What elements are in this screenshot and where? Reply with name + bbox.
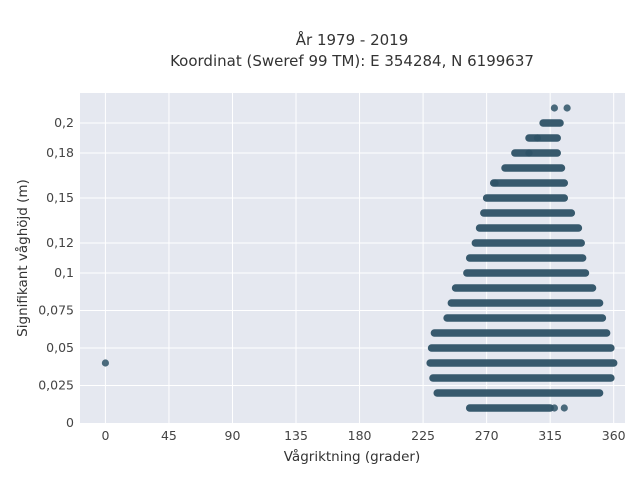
- x-axis-ticks: 0 45 90 135 180 225 270 315 360: [101, 428, 625, 443]
- data-point: [101, 359, 110, 367]
- y-axis-label: Signifikant våghöjd (m): [14, 179, 31, 337]
- data-point: [491, 179, 499, 187]
- data-point: [525, 149, 533, 157]
- x-tick-label: 315: [538, 428, 562, 443]
- x-tick-label: 0: [101, 428, 109, 443]
- x-tick-label: 180: [348, 428, 372, 443]
- y-tick-label: 0,075: [38, 303, 74, 318]
- data-point: [560, 404, 568, 412]
- x-axis-label: Vågriktning (grader): [284, 448, 421, 465]
- chart-title-line2: Koordinat (Sweref 99 TM): E 354284, N 61…: [170, 52, 534, 70]
- x-tick-label: 360: [602, 428, 626, 443]
- y-tick-label: 0,18: [46, 145, 74, 160]
- y-tick-label: 0,2: [54, 115, 74, 130]
- y-tick-label: 0,025: [38, 378, 74, 393]
- y-tick-label: 0,05: [46, 340, 74, 355]
- chart-title-line1: År 1979 - 2019: [296, 30, 409, 49]
- data-point: [550, 404, 559, 412]
- y-tick-label: 0: [66, 415, 74, 430]
- data-point: [563, 104, 571, 112]
- y-tick-label: 0,1: [54, 265, 74, 280]
- y-tick-label: 0,15: [46, 190, 74, 205]
- x-tick-label: 90: [225, 428, 241, 443]
- y-tick-label: 0,12: [46, 235, 74, 250]
- x-tick-label: 270: [475, 428, 499, 443]
- x-tick-label: 45: [161, 428, 177, 443]
- data-point: [533, 134, 542, 142]
- x-tick-label: 135: [284, 428, 308, 443]
- data-points: [101, 104, 618, 412]
- data-point: [550, 104, 559, 112]
- y-axis-ticks: 0 0,025 0,05 0,075 0,1 0,12 0,15 0,18 0,2: [38, 115, 74, 430]
- x-tick-label: 225: [411, 428, 435, 443]
